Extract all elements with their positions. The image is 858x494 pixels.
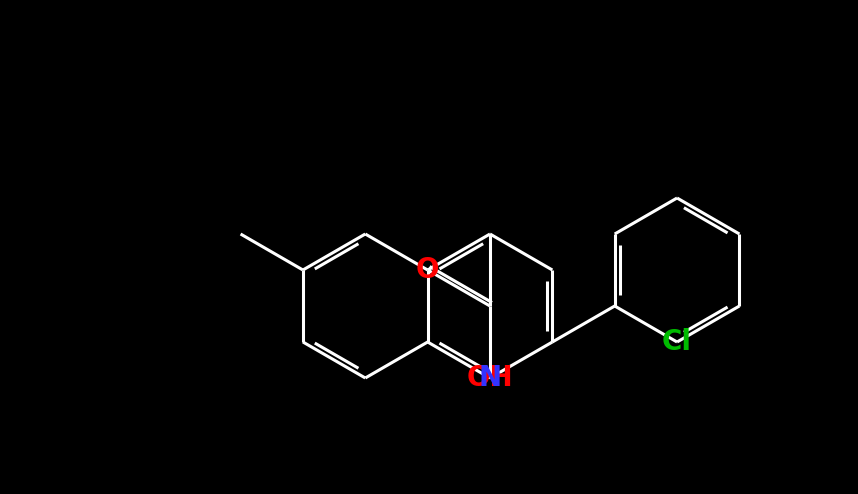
Text: O: O [416,256,439,284]
Text: OH: OH [467,364,513,392]
Text: N: N [479,364,502,392]
Text: Cl: Cl [662,328,692,356]
